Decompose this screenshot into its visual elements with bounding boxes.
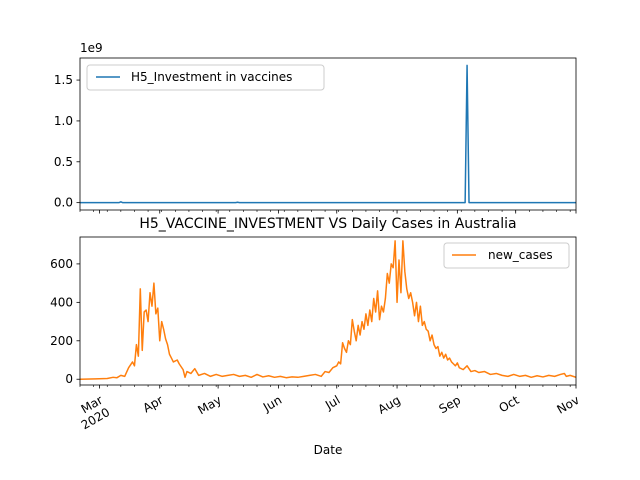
y-tick-label: 0.5	[54, 155, 73, 169]
top-axes-frame	[79, 57, 577, 211]
bottom-legend-box	[443, 242, 570, 269]
top-legend-box	[86, 64, 325, 91]
y-tick-label: 0.0	[54, 196, 73, 210]
top-subplot: 0.0 0.5 1.0 1.5 1e9 H5_Investment in vaccin…	[54, 41, 577, 214]
bottom-legend: new_cases	[443, 242, 570, 269]
y-tick-label: 600	[50, 257, 73, 271]
bottom-y-ticks: 0 200 400 600	[50, 257, 80, 386]
x-axis-label: Date	[314, 443, 343, 457]
series-line-investment	[80, 64, 576, 204]
y-tick-label: 200	[50, 334, 73, 348]
y-tick-label: 1.0	[54, 114, 73, 128]
top-legend-label: H5_Investment in vaccines	[131, 70, 292, 84]
top-y-ticks: 0.0 0.5 1.0 1.5	[54, 73, 80, 210]
y-tick-label: 400	[50, 295, 73, 309]
y-tick-label: 1.5	[54, 73, 73, 87]
bottom-legend-label: new_cases	[488, 248, 553, 262]
y-tick-label: 0	[65, 372, 73, 386]
top-legend: H5_Investment in vaccines	[86, 64, 325, 91]
x-tick-label: Jul	[322, 393, 342, 413]
series-line-new-cases	[80, 240, 576, 380]
chart-title: H5_VACCINE_INVESTMENT VS Daily Cases in …	[139, 216, 516, 232]
bottom-axes-frame	[79, 236, 577, 386]
top-offset-label: 1e9	[80, 41, 103, 55]
